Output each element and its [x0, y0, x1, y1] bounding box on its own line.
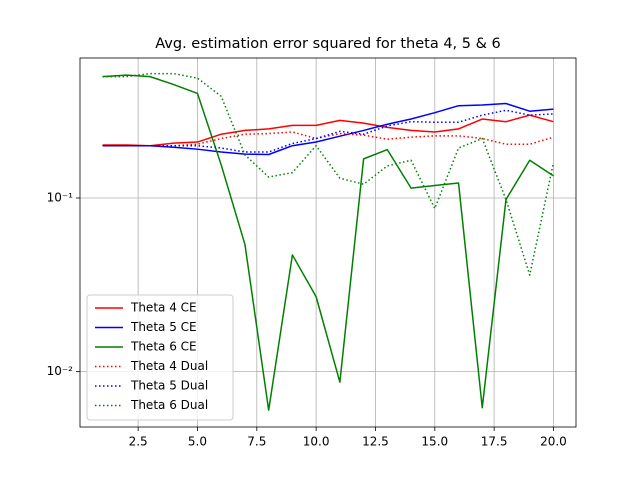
x-tick-label: 5.0 — [188, 435, 207, 449]
legend-label: Theta 6 CE — [130, 340, 197, 354]
x-tick-label: 7.5 — [247, 435, 266, 449]
x-tick-label: 20.0 — [540, 435, 567, 449]
x-tick-label: 12.5 — [362, 435, 389, 449]
x-tick-label: 15.0 — [421, 435, 448, 449]
series-line — [102, 74, 554, 411]
plot-frame — [79, 57, 577, 428]
series-line — [102, 72, 555, 276]
x-tick-label: 2.5 — [129, 435, 148, 449]
y-tick-label: 10⁻² — [47, 364, 74, 378]
legend-label: Theta 6 Dual — [130, 398, 208, 412]
series-line — [102, 114, 554, 147]
legend-label: Theta 4 Dual — [130, 359, 208, 373]
legend-box — [86, 294, 234, 421]
x-tick-label: 10.0 — [303, 435, 330, 449]
legend-label: Theta 5 Dual — [130, 379, 208, 393]
series-line — [102, 109, 554, 153]
chart-title: Avg. estimation error squared for theta … — [155, 36, 501, 52]
series-line — [102, 102, 554, 156]
legend-label: Theta 4 CE — [130, 301, 197, 315]
legend-label: Theta 5 CE — [130, 320, 197, 334]
x-tick-label: 17.5 — [481, 435, 508, 449]
y-tick-label: 10⁻¹ — [47, 190, 74, 204]
